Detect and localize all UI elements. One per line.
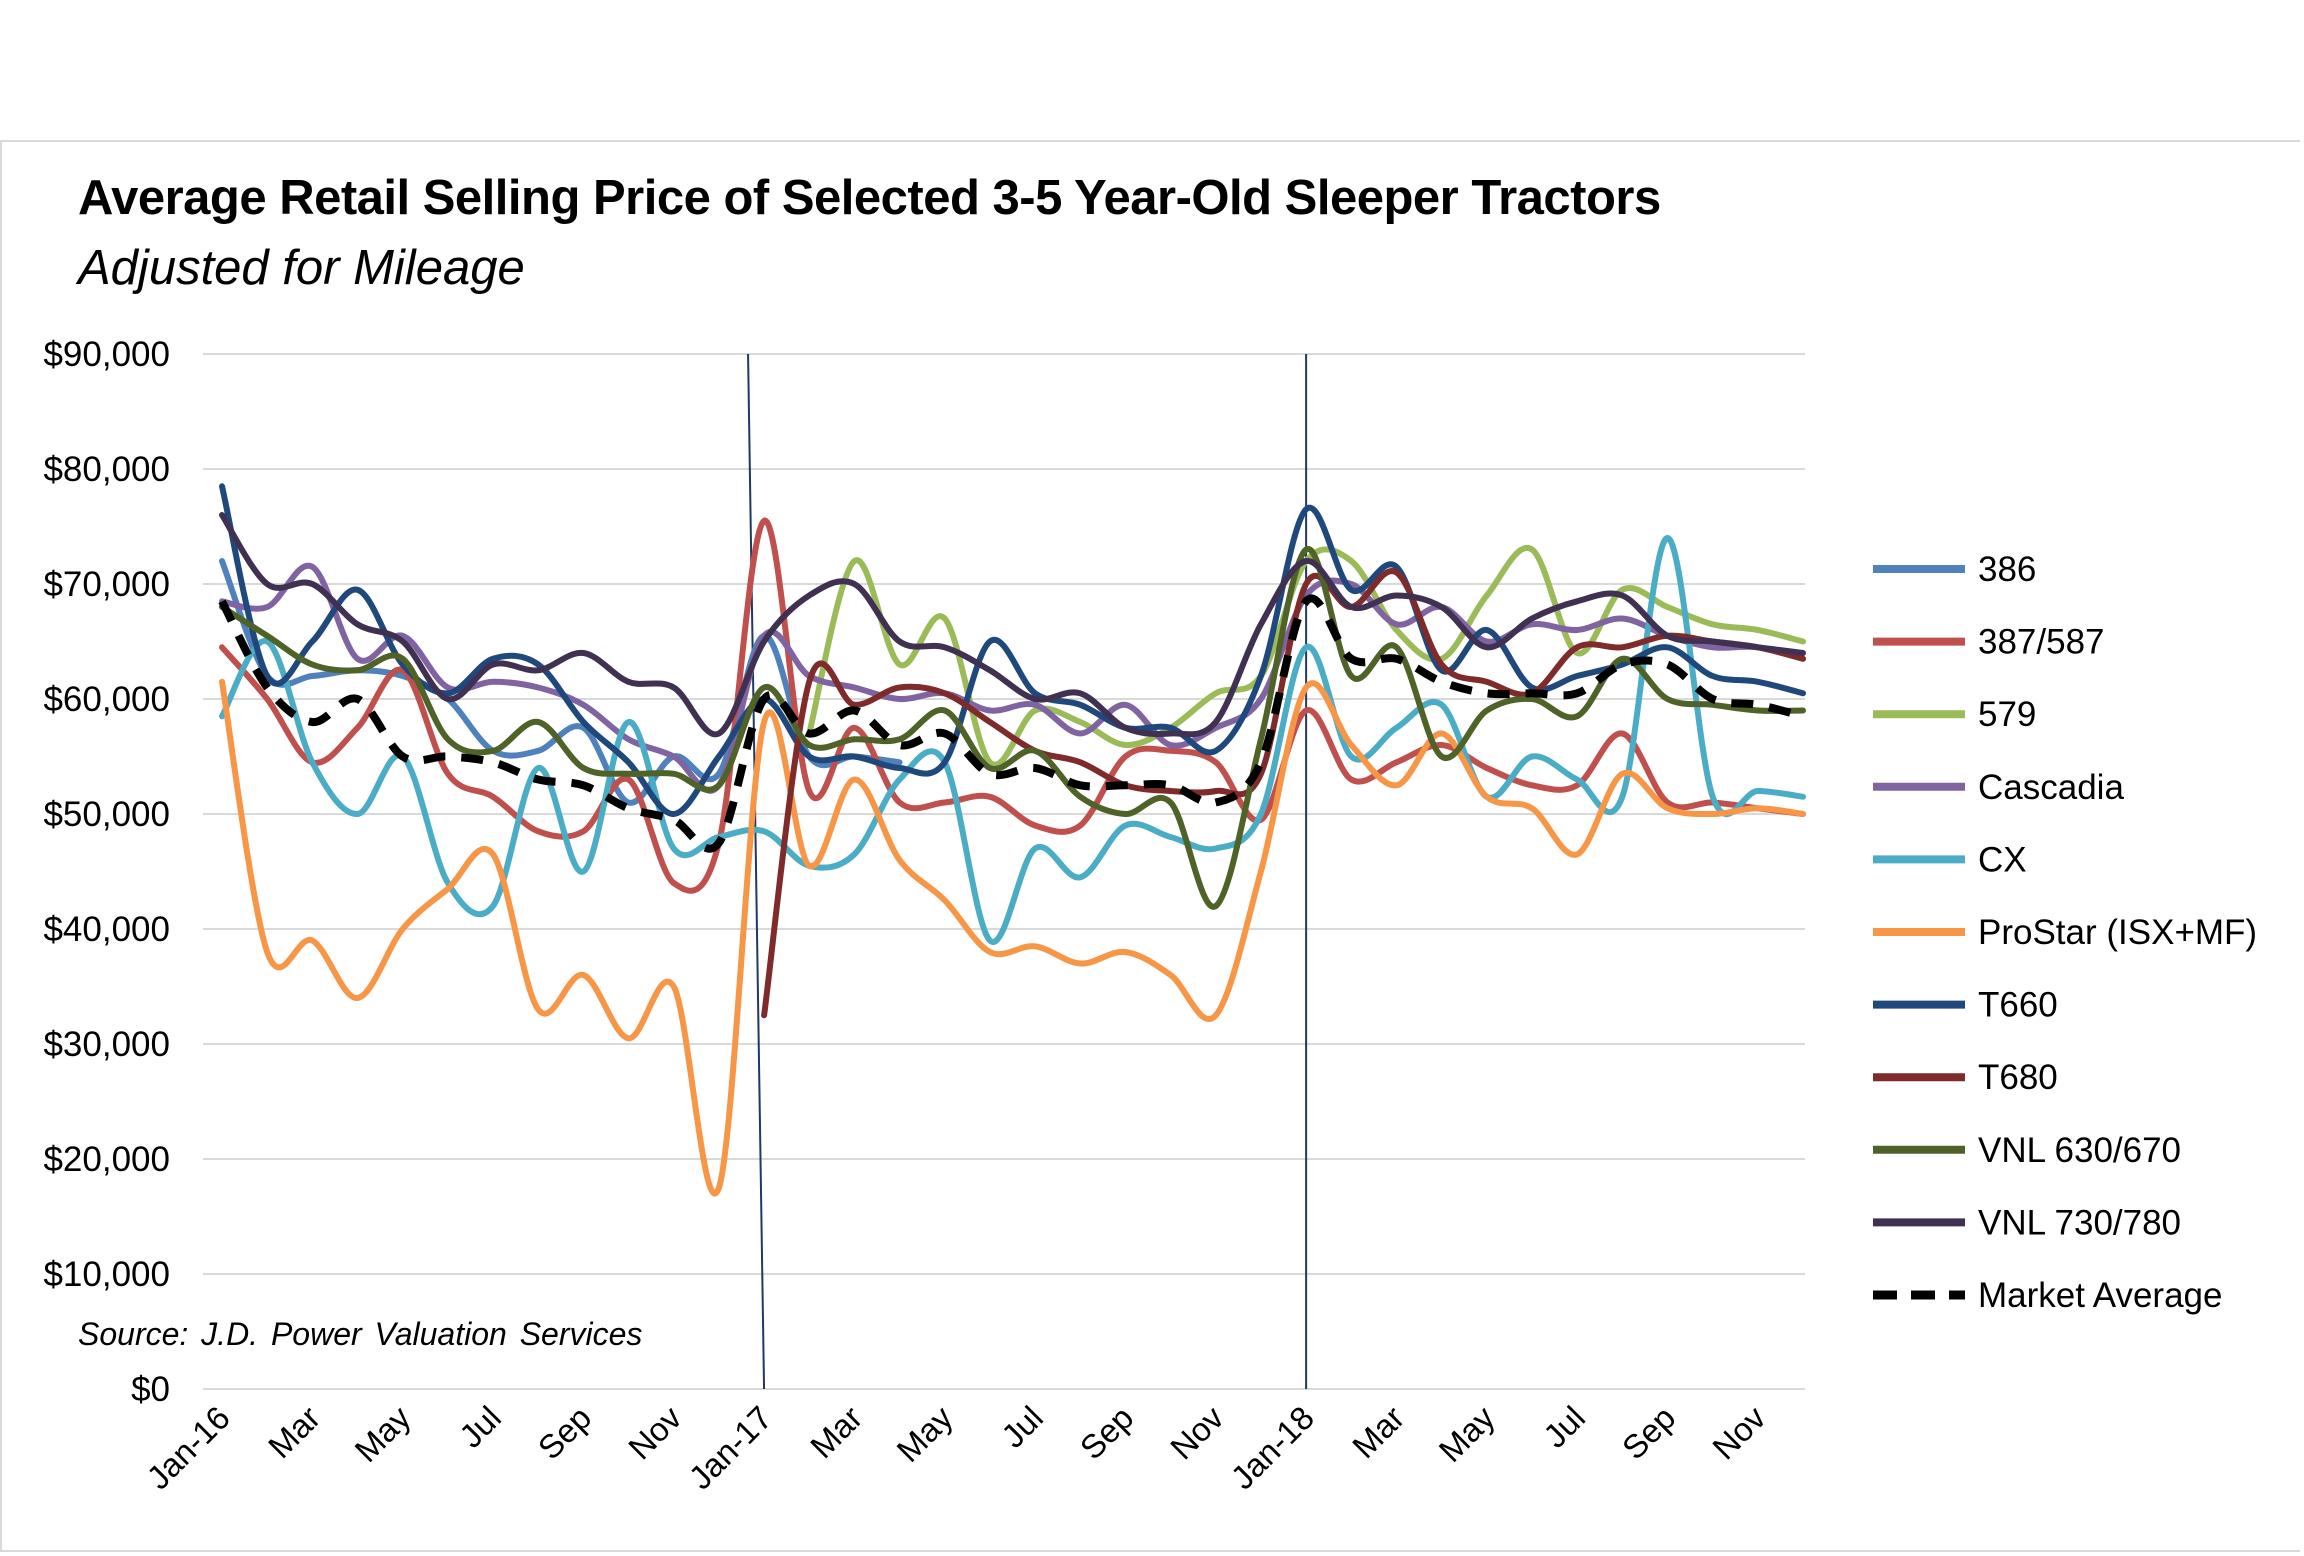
x-tick-label: Jan-16 (139, 1399, 237, 1497)
legend-item: 387/587 (1873, 623, 2105, 662)
chart-title: Average Retail Selling Price of Selected… (78, 171, 1661, 225)
series-line-vnl-630-670 (219, 546, 1806, 910)
x-tick-label: Jul (452, 1399, 508, 1455)
legend-item: T680 (1873, 1058, 2058, 1097)
x-tick-label: Sep (1615, 1399, 1683, 1467)
y-tick-label: $30,000 (43, 1025, 170, 1064)
x-tick-label: Sep (531, 1399, 599, 1467)
x-tick-label: Mar (803, 1399, 869, 1465)
y-tick-label: $20,000 (43, 1140, 170, 1179)
legend-label: VNL 630/670 (1978, 1131, 2181, 1170)
y-tick-label: $40,000 (43, 910, 170, 949)
y-tick-label: $80,000 (43, 450, 170, 489)
chart-subtitle: Adjusted for Mileage (78, 241, 525, 295)
legend-item: 386 (1873, 550, 2036, 589)
legend-item: Cascadia (1873, 768, 2124, 807)
legend-item: CX (1873, 840, 2027, 879)
legend: 386 387/587 579 Cascadia CX ProStar (ISX+MF) T… (1873, 550, 2257, 1315)
legend-label: 386 (1978, 550, 2036, 589)
series-line-386 (219, 558, 903, 806)
x-tick-label: Nov (1163, 1398, 1231, 1466)
series-line-vnl-730-780 (219, 512, 1806, 738)
x-tick-label: Jul (1536, 1399, 1592, 1455)
x-tick-label: Sep (1073, 1399, 1141, 1467)
legend-label: CX (1978, 840, 2027, 879)
y-tick-label: $70,000 (43, 565, 170, 604)
chart-source: Source: J.D. Power Valuation Services (78, 1316, 643, 1352)
series-line-cx (219, 535, 1806, 945)
legend-label: 579 (1978, 695, 2036, 734)
legend-label: T680 (1978, 1058, 2058, 1097)
x-tick-label: Mar (1345, 1399, 1411, 1465)
series-line-t660 (219, 483, 1806, 817)
y-tick-label: $50,000 (43, 795, 170, 834)
x-tick-label: Jan-18 (1224, 1399, 1322, 1497)
x-tick-label: Nov (621, 1398, 689, 1466)
legend-label: 387/587 (1978, 623, 2105, 662)
series-line-market-average (218, 594, 1805, 853)
y-tick-label: $90,000 (43, 335, 170, 374)
series-line-cascadia (219, 562, 1806, 794)
y-tick-label: $0 (131, 1370, 170, 1409)
year-divider-line (747, 353, 766, 1390)
y-tick-label: $10,000 (43, 1255, 170, 1294)
legend-label: T660 (1978, 986, 2058, 1025)
x-tick-label: Mar (261, 1399, 327, 1465)
series-line-prostar-isx-mf- (219, 678, 1806, 1197)
legend-label: Market Average (1978, 1276, 2223, 1315)
x-tick-label: Nov (1705, 1398, 1773, 1466)
legend-item: Market Average (1873, 1276, 2223, 1315)
x-tick-label: May (347, 1398, 418, 1469)
legend-item: 579 (1873, 695, 2036, 734)
legend-label: VNL 730/780 (1978, 1203, 2181, 1242)
legend-item: T660 (1873, 986, 2058, 1025)
chart-frame (0, 140, 2300, 1552)
x-tick-label: Jul (994, 1399, 1050, 1455)
legend-label: Cascadia (1978, 768, 2124, 807)
x-tick-label: May (889, 1398, 960, 1469)
x-tick-label: Jan-17 (681, 1399, 779, 1497)
legend-label: ProStar (ISX+MF) (1978, 913, 2257, 952)
legend-item: VNL 630/670 (1873, 1131, 2181, 1170)
legend-item: ProStar (ISX+MF) (1873, 913, 2257, 952)
x-tick-label: May (1432, 1398, 1503, 1469)
y-tick-label: $60,000 (43, 680, 170, 719)
legend-item: VNL 730/780 (1873, 1203, 2181, 1242)
